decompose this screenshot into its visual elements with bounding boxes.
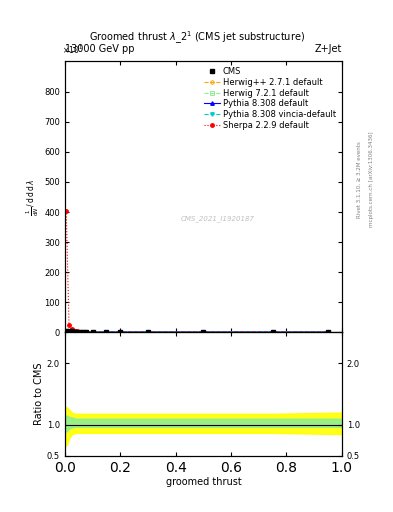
Text: 13000 GeV pp: 13000 GeV pp <box>65 44 134 54</box>
Text: mcplots.cern.ch [arXiv:1306.3436]: mcplots.cern.ch [arXiv:1306.3436] <box>369 132 374 227</box>
X-axis label: groomed thrust: groomed thrust <box>165 477 241 487</box>
Text: Rivet 3.1.10, ≥ 3.2M events: Rivet 3.1.10, ≥ 3.2M events <box>357 141 362 218</box>
Text: Groomed thrust $\lambda\_2^1$ (CMS jet substructure): Groomed thrust $\lambda\_2^1$ (CMS jet s… <box>88 30 305 46</box>
Text: CMS_2021_I1920187: CMS_2021_I1920187 <box>180 215 254 222</box>
Text: $\times10^{1}$: $\times10^{1}$ <box>62 44 83 56</box>
Legend: CMS, Herwig++ 2.7.1 default, Herwig 7.2.1 default, Pythia 8.308 default, Pythia : CMS, Herwig++ 2.7.1 default, Herwig 7.2.… <box>202 66 338 131</box>
Y-axis label: Ratio to CMS: Ratio to CMS <box>34 363 44 425</box>
Text: Z+Jet: Z+Jet <box>314 44 342 54</box>
Y-axis label: $\frac{1}{\mathrm{d}N}\,/\,\mathrm{d}\,\mathrm{d}\,\mathrm{d}\,\lambda$: $\frac{1}{\mathrm{d}N}\,/\,\mathrm{d}\,\… <box>25 178 41 216</box>
